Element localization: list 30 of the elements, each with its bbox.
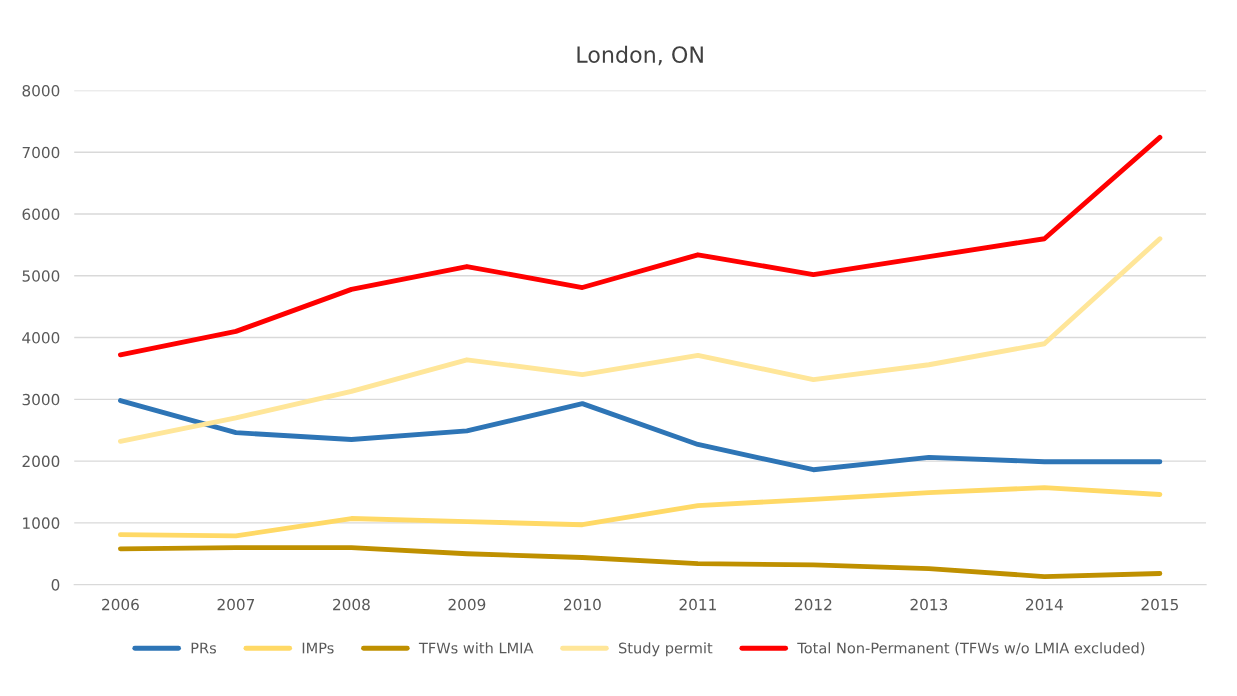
- y-tick-label: 0: [51, 579, 60, 591]
- x-tick-label: 2011: [679, 598, 716, 611]
- y-tick-label: 6000: [22, 208, 60, 221]
- x-tick-label: 2010: [564, 598, 601, 611]
- x-tick-label: 2009: [448, 598, 486, 611]
- legend-label: Total Non-Permanent (TFWs w/o LMIA excluded): [797, 642, 1145, 656]
- x-tick-label: 2008: [333, 598, 370, 611]
- line-series: [117, 485, 1163, 539]
- chart-title: London, ON: [577, 45, 703, 66]
- x-tick-label: 2007: [217, 598, 255, 611]
- line-series: [117, 545, 1163, 580]
- x-tick-label: 2015: [1141, 598, 1178, 611]
- x-tick-label: 2014: [1026, 598, 1063, 611]
- y-tick-label: 2000: [22, 455, 60, 468]
- line-series: [117, 398, 1163, 473]
- legend-label: IMPs: [302, 642, 334, 654]
- x-tick-label: 2012: [795, 598, 832, 611]
- y-tick-label: 3000: [22, 393, 60, 406]
- y-tick-label: 4000: [22, 332, 60, 344]
- legend-label: Study permit: [618, 642, 713, 657]
- legend-label: PRs: [191, 642, 217, 654]
- legend-label: TFWs with LMIA: [418, 642, 534, 654]
- line-series: [117, 135, 1163, 358]
- y-tick-label: 7000: [22, 146, 60, 159]
- x-tick-label: 2006: [102, 598, 139, 611]
- y-tick-label: 1000: [23, 517, 60, 529]
- y-tick-label: 8000: [22, 84, 60, 97]
- x-tick-label: 2013: [910, 598, 948, 611]
- y-tick-label: 5000: [22, 270, 60, 282]
- line-series: [117, 236, 1163, 444]
